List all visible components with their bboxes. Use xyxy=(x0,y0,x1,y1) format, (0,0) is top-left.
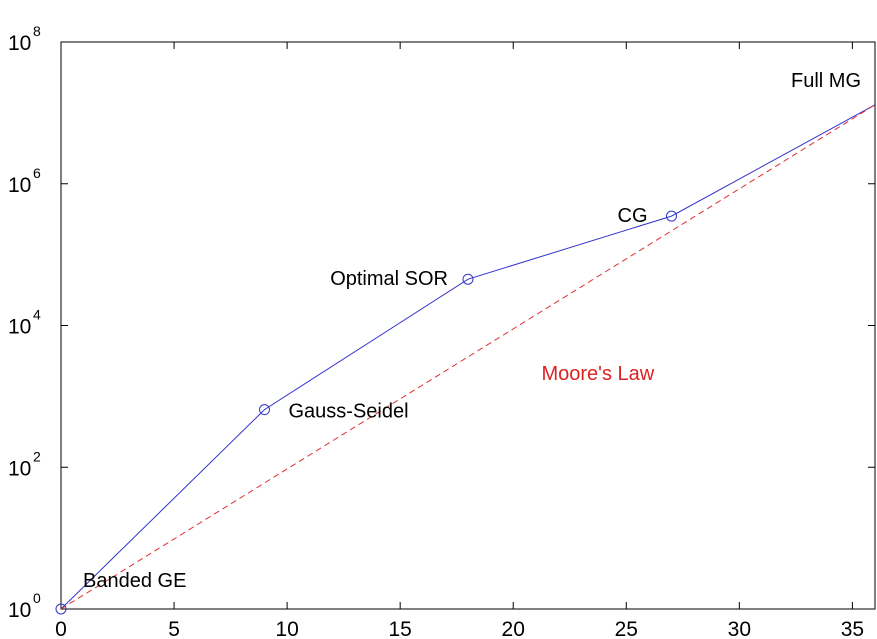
x-tick-label: 30 xyxy=(728,618,751,639)
point-label: CG xyxy=(618,205,648,227)
point-label: Full MG xyxy=(791,70,861,92)
x-tick-label: 10 xyxy=(275,618,298,639)
y-tick-label-exponent: 8 xyxy=(33,23,41,39)
point-label: Optimal SOR xyxy=(330,268,448,290)
algorithm-line xyxy=(60,104,876,610)
x-tick-label: 20 xyxy=(502,618,525,639)
x-tick-label: 25 xyxy=(615,618,638,639)
point-label: Gauss-Seidel xyxy=(289,401,409,423)
point-label: Banded GE xyxy=(83,570,186,592)
y-tick-label-exponent: 4 xyxy=(33,307,41,323)
labels-layer: Banded GE Gauss-Seidel Optimal SOR CG Full M… xyxy=(83,70,861,592)
y-tick-label-base: 10 xyxy=(8,32,31,55)
data-point-marker xyxy=(55,603,67,615)
moores-law-label: Moore's Law xyxy=(541,363,654,385)
y-tick-label-base: 10 xyxy=(8,599,31,622)
x-tick-label: 0 xyxy=(55,618,67,639)
plot-frame xyxy=(60,41,876,610)
data-point-marker xyxy=(666,210,677,222)
y-tick-label-base: 10 xyxy=(8,174,31,197)
x-tick-label: 15 xyxy=(388,618,411,639)
data-point-marker xyxy=(462,273,474,285)
y-tick-label-base: 10 xyxy=(8,457,31,480)
data-point-marker xyxy=(259,404,270,416)
y-tick-label-exponent: 2 xyxy=(33,448,41,464)
y-tick-label-base: 10 xyxy=(8,316,31,339)
x-tick-label: 35 xyxy=(841,618,864,639)
series-layer xyxy=(55,104,876,615)
x-tick-label: 5 xyxy=(168,618,180,639)
y-tick-label-exponent: 0 xyxy=(33,590,41,606)
y-tick-label-exponent: 6 xyxy=(33,165,41,181)
